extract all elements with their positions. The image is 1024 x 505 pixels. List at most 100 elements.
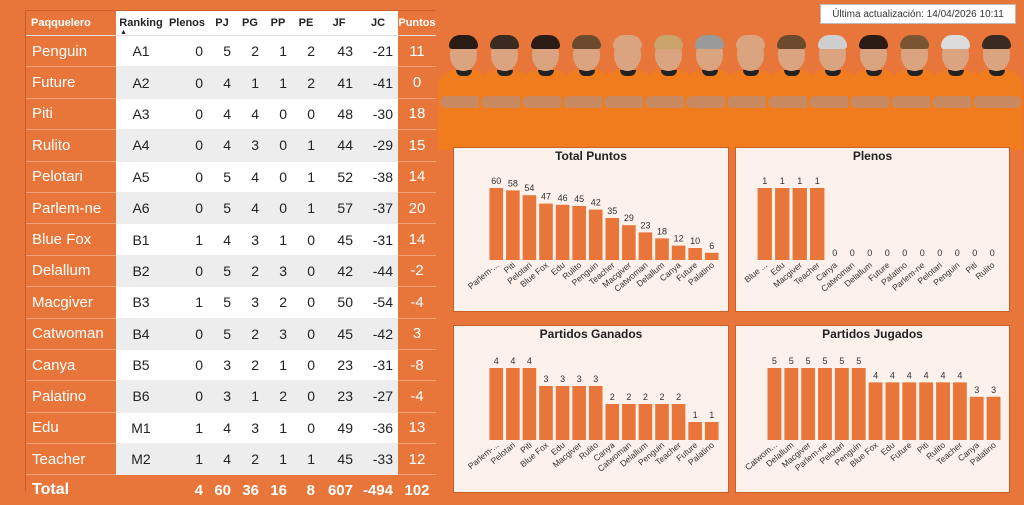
bar-8 — [622, 404, 636, 440]
cell-pp: 3 — [264, 255, 292, 288]
cell-pp: 1 — [264, 66, 292, 99]
cell-plenos: 1 — [166, 412, 208, 445]
data-label-8: 2 — [626, 392, 631, 402]
cell-pe: 0 — [292, 223, 320, 256]
cell-jf: 23 — [320, 349, 358, 382]
data-label-5: 0 — [850, 248, 855, 258]
table-row[interactable]: Blue Fox B1 1 4 3 1 0 45 -31 14 — [26, 223, 436, 256]
data-label-1: 5 — [789, 356, 794, 366]
cell-pe: 2 — [292, 35, 320, 68]
cell-ranking: M2 — [116, 443, 166, 476]
table-row[interactable]: Edu M1 1 4 3 1 0 49 -36 13 — [26, 412, 436, 445]
cell-jf: 45 — [320, 443, 358, 476]
cell-pp: 0 — [264, 129, 292, 162]
cell-pg: 4 — [236, 192, 264, 225]
total-label: Total — [26, 474, 116, 505]
cell-name: Palatino — [26, 380, 116, 413]
table-row[interactable]: Rulito A4 0 4 3 0 1 44 -29 15 — [26, 129, 436, 162]
cell-plenos: 0 — [166, 380, 208, 413]
total-plenos: 4 — [166, 474, 208, 505]
data-label-4: 46 — [558, 193, 568, 203]
chart-partidos-ganados: Partidos Ganados 4 Parlem-... 4 Pelotari 4 Pi… — [453, 325, 729, 493]
table-row[interactable]: Macgiver B3 1 5 3 2 0 50 -54 -4 — [26, 286, 436, 319]
bar-4 — [555, 204, 570, 260]
cell-pg: 4 — [236, 161, 264, 193]
data-label-7: 35 — [607, 206, 617, 216]
data-label-10: 4 — [940, 370, 945, 380]
cell-name: Canya — [26, 349, 116, 382]
data-label-3: 3 — [543, 374, 548, 384]
cell-ranking: B6 — [116, 380, 166, 413]
cell-pe: 0 — [292, 412, 320, 445]
table-row[interactable]: Piti A3 0 4 4 0 0 48 -30 18 — [26, 98, 436, 131]
cell-pj: 5 — [208, 318, 236, 350]
last-updated-label: Última actualización: 14/04/2026 10:11 — [820, 4, 1016, 24]
header-pg[interactable]: PG — [236, 11, 264, 36]
cell-jf: 23 — [320, 380, 358, 413]
header-pe[interactable]: PE — [292, 11, 320, 36]
cell-ranking: B1 — [116, 223, 166, 256]
cell-puntos: 14 — [398, 161, 436, 193]
data-label-9: 2 — [643, 392, 648, 402]
header-jc[interactable]: JC — [358, 11, 398, 36]
bar-11 — [671, 404, 686, 440]
header-ranking[interactable]: Ranking ▲ — [116, 11, 166, 36]
table-row[interactable]: Palatino B6 0 3 1 2 0 23 -27 -4 — [26, 380, 436, 413]
cell-ranking: B2 — [116, 255, 166, 288]
table-row[interactable]: Future A2 0 4 1 1 2 41 -41 0 — [26, 66, 436, 99]
data-label-4: 0 — [832, 248, 837, 258]
bar-2 — [522, 195, 537, 260]
data-label-12: 0 — [972, 248, 977, 258]
cell-ranking: A5 — [116, 161, 166, 193]
header-plenos[interactable]: Plenos — [166, 11, 208, 36]
bar-10 — [936, 382, 950, 440]
header-pp[interactable]: PP — [264, 11, 292, 36]
sort-ascending-icon: ▲ — [120, 29, 127, 36]
cell-puntos: 18 — [398, 98, 436, 131]
table-row[interactable]: Delallum B2 0 5 2 3 0 42 -44 -2 — [26, 255, 436, 288]
data-label-12: 1 — [693, 410, 698, 420]
data-label-6: 42 — [591, 198, 601, 208]
cell-pe: 2 — [292, 66, 320, 99]
cell-puntos: -4 — [398, 286, 436, 319]
cell-pj: 5 — [208, 255, 236, 288]
data-label-11: 12 — [674, 234, 684, 244]
header-paqquelero[interactable]: Paqquelero — [26, 11, 116, 36]
cell-pj: 4 — [208, 412, 236, 445]
bar-9 — [919, 382, 934, 440]
cell-plenos: 1 — [166, 286, 208, 319]
table-header-row: Paqquelero Ranking ▲ Plenos PJ PG PP PE … — [26, 11, 436, 36]
header-jf[interactable]: JF — [320, 11, 358, 36]
data-label-9: 0 — [920, 248, 925, 258]
table-row[interactable]: Catwoman B4 0 5 2 3 0 45 -42 3 — [26, 318, 436, 350]
data-label-0: 1 — [762, 176, 767, 186]
cell-jc: -36 — [358, 412, 398, 445]
table-row[interactable]: Penguin A1 0 5 2 1 2 43 -21 11 — [26, 35, 436, 68]
cell-pg: 2 — [236, 35, 264, 68]
table-row[interactable]: Parlem-ne A6 0 5 4 0 1 57 -37 20 — [26, 192, 436, 225]
cell-jf: 49 — [320, 412, 358, 445]
bar-10 — [655, 404, 669, 440]
chart-partidos-jugados-svg: 5Catwom...5Delallum5Macgiver5Parlem-ne5P… — [743, 356, 1001, 473]
cell-puntos: 13 — [398, 412, 436, 445]
total-pj: 60 — [208, 474, 236, 505]
cell-pp: 1 — [264, 223, 292, 256]
cell-name: Rulito — [26, 129, 116, 162]
header-puntos[interactable]: Puntos — [398, 11, 436, 36]
category-label-0: Parlem-... — [466, 260, 501, 291]
cell-jc: -21 — [358, 35, 398, 68]
table-row[interactable]: Canya B5 0 3 2 1 0 23 -31 -8 — [26, 349, 436, 382]
cell-pp: 1 — [264, 35, 292, 68]
header-pj[interactable]: PJ — [208, 11, 236, 36]
table-row[interactable]: Teacher M2 1 4 2 1 1 45 -33 12 — [26, 443, 436, 476]
data-label-0: 4 — [494, 356, 499, 366]
data-label-2: 1 — [797, 176, 802, 186]
cell-pe: 1 — [292, 192, 320, 225]
data-label-1: 1 — [780, 176, 785, 186]
table-row[interactable]: Pelotari A5 0 5 4 0 1 52 -38 14 — [26, 161, 436, 193]
cell-plenos: 0 — [166, 349, 208, 382]
data-label-1: 4 — [510, 356, 515, 366]
data-label-12: 10 — [690, 236, 700, 246]
bar-0 — [767, 368, 782, 440]
